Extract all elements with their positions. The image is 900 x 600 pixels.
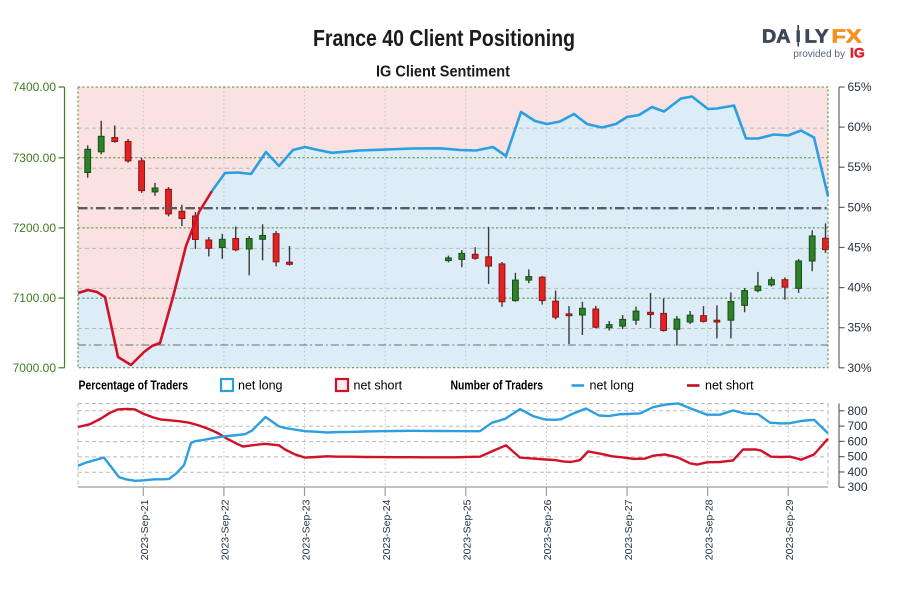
svg-text:net short: net short xyxy=(705,379,754,393)
svg-text:30%: 30% xyxy=(848,361,872,375)
svg-text:40%: 40% xyxy=(848,281,872,295)
svg-text:45%: 45% xyxy=(848,240,872,254)
svg-text:2023-Sep-23: 2023-Sep-23 xyxy=(300,499,312,560)
svg-text:LY: LY xyxy=(805,26,830,47)
svg-text:Number of Traders: Number of Traders xyxy=(451,379,544,393)
svg-text:400: 400 xyxy=(848,465,868,479)
svg-text:7300.00: 7300.00 xyxy=(13,151,57,165)
svg-text:IG Client Sentiment: IG Client Sentiment xyxy=(376,64,511,81)
svg-text:2023-Sep-28: 2023-Sep-28 xyxy=(703,499,715,560)
svg-text:Percentage of Traders: Percentage of Traders xyxy=(79,379,189,393)
svg-text:2023-Sep-22: 2023-Sep-22 xyxy=(220,499,232,560)
svg-text:7100.00: 7100.00 xyxy=(13,291,57,305)
svg-text:300: 300 xyxy=(848,480,868,494)
svg-text:FX: FX xyxy=(832,26,863,47)
svg-text:net long: net long xyxy=(590,379,635,393)
svg-text:800: 800 xyxy=(848,404,868,418)
svg-text:35%: 35% xyxy=(848,321,872,335)
svg-text:60%: 60% xyxy=(848,120,872,134)
svg-text:net short: net short xyxy=(354,379,403,393)
svg-text:55%: 55% xyxy=(848,160,872,174)
svg-text:500: 500 xyxy=(848,450,868,464)
svg-text:DA: DA xyxy=(762,26,791,47)
svg-text:IG: IG xyxy=(850,45,865,61)
svg-text:700: 700 xyxy=(848,419,868,433)
svg-text:2023-Sep-24: 2023-Sep-24 xyxy=(381,499,393,560)
svg-text:2023-Sep-21: 2023-Sep-21 xyxy=(139,499,151,560)
svg-text:7000.00: 7000.00 xyxy=(13,361,57,375)
svg-text:France 40 Client Positioning: France 40 Client Positioning xyxy=(313,25,575,51)
svg-text:provided by: provided by xyxy=(793,49,845,60)
svg-text:7200.00: 7200.00 xyxy=(13,221,57,235)
svg-text:600: 600 xyxy=(848,434,868,448)
svg-text:2023-Sep-29: 2023-Sep-29 xyxy=(784,499,796,560)
svg-text:2023-Sep-27: 2023-Sep-27 xyxy=(623,499,635,560)
svg-text:2023-Sep-26: 2023-Sep-26 xyxy=(542,499,554,560)
svg-text:65%: 65% xyxy=(848,80,872,94)
svg-text:50%: 50% xyxy=(848,200,872,214)
svg-text:2023-Sep-25: 2023-Sep-25 xyxy=(462,499,474,560)
svg-text:net long: net long xyxy=(238,379,283,393)
svg-text:7400.00: 7400.00 xyxy=(13,80,57,94)
